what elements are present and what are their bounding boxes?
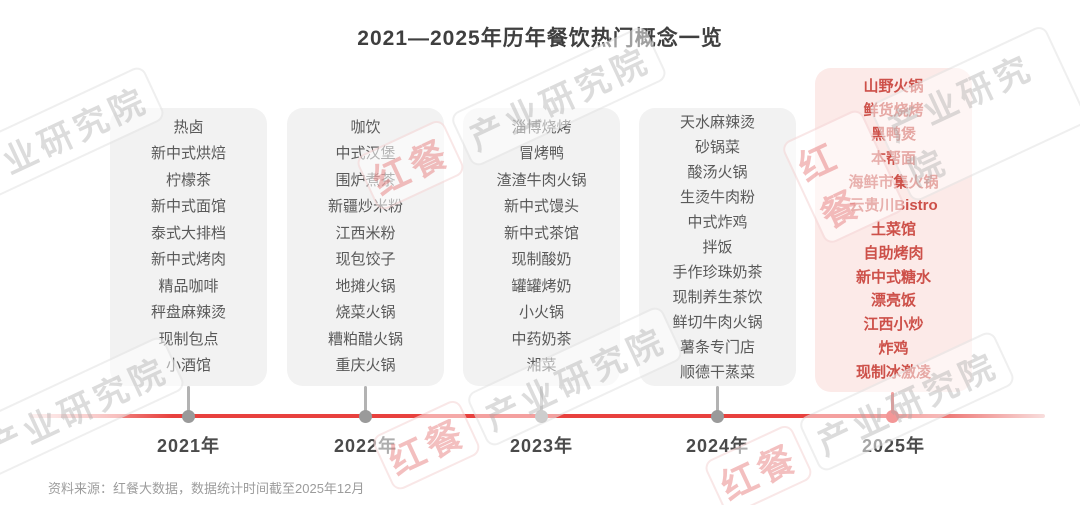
concept-item: 现制酸奶 <box>511 251 572 268</box>
concept-item: 淄博烧烤 <box>511 118 572 136</box>
timeline-dot-2022 <box>359 410 372 423</box>
concept-item: 手作珍珠奶茶 <box>672 263 763 281</box>
concept-item: 顺德干蒸菜 <box>679 363 755 381</box>
year-label-2022: 2022年 <box>333 436 398 456</box>
concept-item: 新中式馒头 <box>503 198 579 215</box>
concept-item: 咖饮 <box>350 118 381 136</box>
timeline-stem-2022 <box>364 386 367 412</box>
concept-item: 自助烤肉 <box>863 244 924 262</box>
concept-item: 炸鸡 <box>878 340 909 358</box>
concept-item: 现制包点 <box>158 330 219 348</box>
concept-item: 小火锅 <box>518 304 564 321</box>
concept-item: 围炉煮茶 <box>335 171 396 189</box>
year-label-2024: 2024年 <box>685 436 750 456</box>
year-label-2023: 2023年 <box>509 436 574 456</box>
concept-item: 云贵川Bistro <box>849 197 938 215</box>
concept-item: 精品咖啡 <box>158 277 219 295</box>
concept-item: 中式汉堡 <box>335 145 396 162</box>
concept-item: 烧菜火锅 <box>335 304 396 321</box>
concept-item: 黑鸭煲 <box>870 125 916 143</box>
year-label-2021: 2021年 <box>156 436 221 456</box>
concept-item: 酸汤火锅 <box>687 163 748 181</box>
concept-item: 重庆火锅 <box>335 357 396 374</box>
concept-item: 渣渣牛肉火锅 <box>496 171 587 189</box>
timeline-stem-2023 <box>540 386 543 412</box>
concept-box-2021: 热卤新中式烘焙柠檬茶新中式面馆泰式大排档新中式烤肉精品咖啡秤盘麻辣烫现制包点小酒… <box>110 108 267 386</box>
concept-item: 中式炸鸡 <box>687 213 748 231</box>
concept-box-2022: 咖饮中式汉堡围炉煮茶新疆炒米粉江西米粉现包饺子地摊火锅烧菜火锅糟粕醋火锅重庆火锅 <box>287 108 444 386</box>
concept-item: 漂亮饭 <box>870 292 916 310</box>
concept-item: 泰式大排档 <box>150 224 226 242</box>
concept-item: 江西米粉 <box>335 224 396 242</box>
timeline-dot-2021 <box>182 410 195 423</box>
concept-item: 鲜切牛肉火锅 <box>672 313 763 331</box>
concept-item: 糟粕醋火锅 <box>327 330 403 348</box>
concept-item: 新中式茶馆 <box>503 224 579 242</box>
concept-item: 天水麻辣烫 <box>679 113 755 131</box>
concept-item: 地摊火锅 <box>335 277 396 295</box>
concept-item: 现制养生茶饮 <box>672 288 763 306</box>
concept-item: 中药奶茶 <box>511 330 572 348</box>
concept-item: 秤盘麻辣烫 <box>150 304 226 321</box>
concept-item: 新中式烤肉 <box>150 251 226 268</box>
concept-item: 新疆炒米粉 <box>327 198 403 215</box>
concept-item: 现包饺子 <box>335 251 396 268</box>
concept-item: 热卤 <box>173 118 204 136</box>
timeline-dot-2023 <box>535 410 548 423</box>
concept-item: 本帮面 <box>870 149 916 167</box>
concept-item: 薯条专门店 <box>679 338 755 356</box>
year-label-2025: 2025年 <box>861 436 926 456</box>
concept-item: 砂锅菜 <box>694 138 740 156</box>
concept-item: 鲜货烧烤 <box>863 102 924 120</box>
concept-item: 拌饭 <box>702 238 733 256</box>
concept-item: 小酒馆 <box>165 357 211 374</box>
concept-item: 山野火锅 <box>863 78 924 96</box>
timeline-stem-2024 <box>716 386 719 412</box>
concept-box-2024: 天水麻辣烫砂锅菜酸汤火锅生烫牛肉粉中式炸鸡拌饭手作珍珠奶茶 现制养生茶饮 鲜切牛肉火… <box>639 108 796 386</box>
page-title: 2021—2025年历年餐饮热门概念一览 <box>357 27 723 50</box>
concept-item: 新中式糖水 <box>855 268 931 286</box>
concept-item: 土菜馆 <box>870 221 916 239</box>
timeline-stem-2021 <box>187 386 190 412</box>
concept-box-2025-highlight: 山野火锅鲜货烧烤黑鸭煲本帮面海鲜市集火锅 云贵川Bistro 土菜馆自助烤肉新中式糖… <box>815 68 972 392</box>
data-source-note: 资料来源：红餐大数据，数据统计时间截至2025年12月 <box>48 481 365 496</box>
concept-item: 湘菜 <box>526 357 557 374</box>
concept-item: 生烫牛肉粉 <box>679 188 755 206</box>
concept-item: 海鲜市集火锅 <box>848 173 939 191</box>
concept-item: 新中式烘焙 <box>150 145 226 162</box>
timeline-dot-2025 <box>886 410 899 423</box>
concept-box-2023: 淄博烧烤冒烤鸭渣渣牛肉火锅 新中式馒头新中式茶馆现制酸奶罐罐烤奶小火锅中药奶茶湘菜 <box>463 108 620 386</box>
concept-item: 柠檬茶 <box>165 171 211 189</box>
concept-item: 现制冰激凌 <box>855 363 931 381</box>
concept-item: 冒烤鸭 <box>518 145 564 162</box>
concept-item: 新中式面馆 <box>150 198 226 215</box>
concept-item: 江西小炒 <box>863 316 924 334</box>
timeline-dot-2024 <box>711 410 724 423</box>
concept-item: 罐罐烤奶 <box>511 277 572 295</box>
